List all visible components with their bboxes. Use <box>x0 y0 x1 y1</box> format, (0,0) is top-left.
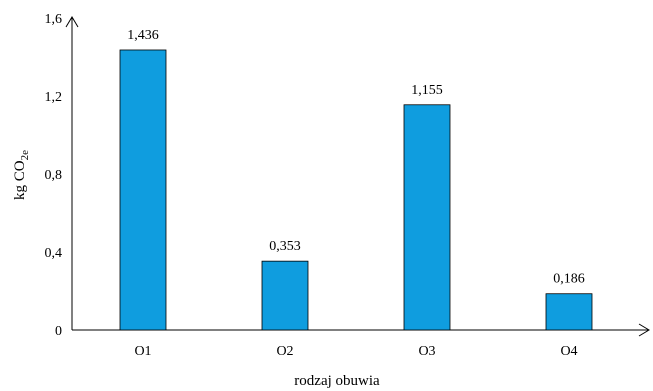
y-axis-title: kg CO2e <box>12 150 31 200</box>
y-axis <box>65 16 79 330</box>
category-labels: O1 O2 O3 O4 <box>134 344 577 359</box>
bar-o4 <box>545 293 593 331</box>
category-label-o1: O1 <box>134 344 151 359</box>
y-tick-label: 1,2 <box>45 90 63 105</box>
bar-o3 <box>403 104 451 331</box>
y-tick-label: 0,4 <box>45 246 63 261</box>
x-axis-title: rodzaj obuwia <box>294 373 380 389</box>
data-labels: 1,436 0,353 1,155 0,186 <box>127 28 585 287</box>
y-tick-labels: 0 0,4 0,8 1,2 1,6 <box>45 12 63 339</box>
data-label-o2: 0,353 <box>269 239 301 254</box>
y-axis-title-subscript: 2e <box>19 150 31 161</box>
data-label-o3: 1,155 <box>411 83 443 98</box>
category-label-o4: O4 <box>560 344 577 359</box>
y-tick-label: 1,6 <box>45 12 63 27</box>
y-tick-label: 0 <box>55 324 62 339</box>
y-axis-title-main: kg CO <box>12 160 28 200</box>
y-tick-label: 0,8 <box>45 168 63 183</box>
category-label-o3: O3 <box>418 344 435 359</box>
bar-o2 <box>261 260 309 331</box>
category-label-o2: O2 <box>276 344 293 359</box>
data-label-o4: 0,186 <box>553 272 585 287</box>
data-label-o1: 1,436 <box>127 28 159 43</box>
bars <box>119 49 593 331</box>
bar-o1 <box>119 49 167 331</box>
